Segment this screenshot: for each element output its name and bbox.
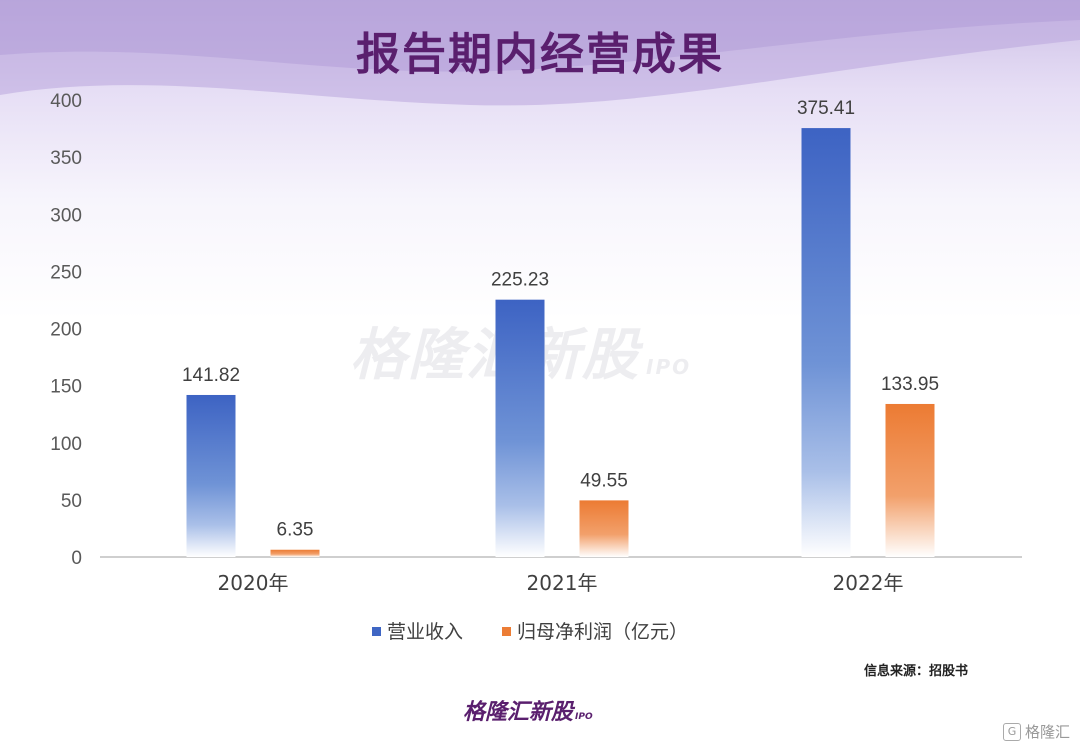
brand-logo-text: 格隆汇新股 (463, 700, 574, 725)
brand-logo-suffix: IPO (575, 712, 593, 722)
data-label: 133.95 (881, 374, 939, 395)
y-tick-label: 350 (50, 148, 82, 169)
brand-logo: 格隆汇新股 IPO (463, 694, 593, 726)
legend-label: 归母净利润（亿元） (517, 621, 688, 643)
y-tick-label: 0 (71, 548, 82, 569)
legend-label: 营业收入 (387, 621, 463, 643)
source-note: 信息来源：招股书 (863, 664, 968, 679)
background-wave (0, 0, 1080, 106)
y-tick-label: 50 (61, 491, 82, 512)
legend-swatch (502, 627, 511, 636)
x-tick-label: 2020年 (218, 571, 289, 595)
watermark: 格隆汇新股 IPO (350, 310, 691, 391)
y-tick-label: 100 (50, 434, 82, 455)
g-icon: G (1002, 722, 1021, 741)
corner-logo-text: 格隆汇 (1024, 723, 1070, 741)
y-tick-label: 300 (50, 205, 82, 226)
bar-net-profit-2020 (270, 549, 320, 557)
legend-swatch (372, 627, 381, 636)
bar-revenue-2022 (801, 128, 851, 558)
data-label: 141.82 (182, 365, 240, 386)
y-tick-label: 150 (50, 377, 82, 398)
watermark-suffix: IPO (646, 355, 692, 379)
bar-revenue-2020 (186, 394, 236, 557)
x-tick-label: 2022年 (833, 571, 904, 595)
bar-net-profit-2022 (885, 403, 935, 557)
chart-title: 报告期内经营成果 (356, 29, 724, 80)
watermark-text: 格隆汇新股 (350, 323, 640, 388)
bar-revenue-2021 (495, 299, 545, 557)
bars: 141.82 225.23 375.41 6.35 49.55 133.95 (182, 98, 939, 558)
y-tick-label: 200 (50, 320, 82, 341)
y-tick-label: 400 (50, 91, 82, 112)
x-axis: 2020年 2021年 2022年 (218, 571, 904, 595)
data-label: 225.23 (491, 270, 549, 291)
data-label: 375.41 (797, 98, 855, 119)
legend: 营业收入 归母净利润（亿元） (372, 621, 688, 643)
x-tick-label: 2021年 (527, 571, 598, 595)
data-label: 6.35 (277, 520, 314, 541)
y-axis: 0 50 100 150 200 250 300 350 400 (50, 91, 82, 569)
corner-logo: G 格隆汇 (1002, 721, 1070, 742)
data-label: 49.55 (580, 470, 628, 491)
bar-net-profit-2021 (579, 500, 629, 557)
y-tick-label: 250 (50, 262, 82, 283)
